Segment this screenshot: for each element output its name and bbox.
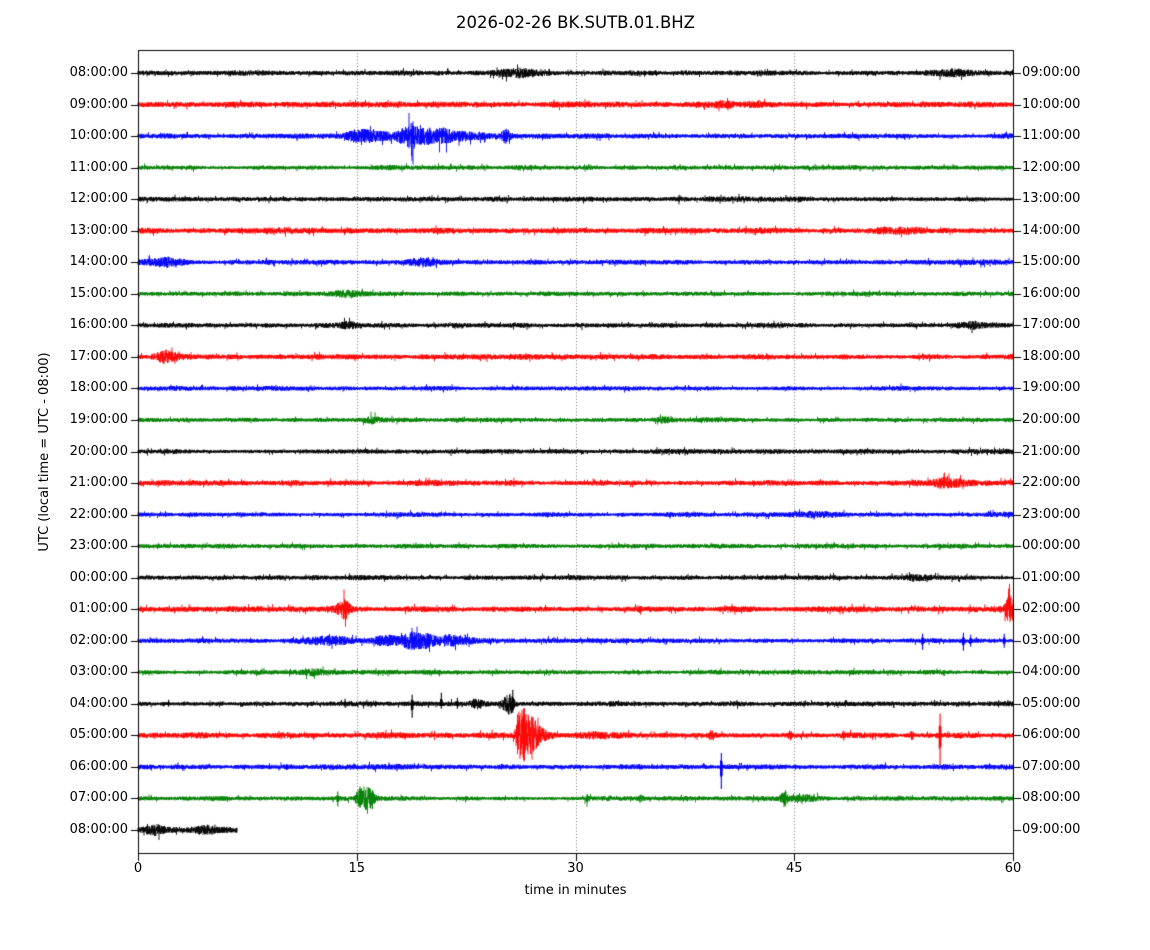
row-start-time-label: 18:00:00 — [69, 380, 128, 396]
row-end-time-label: 17:00:00 — [1022, 317, 1081, 333]
row-end-time-label: 14:00:00 — [1022, 222, 1081, 238]
row-end-time-label: 20:00:00 — [1022, 411, 1081, 427]
row-start-time-label: 07:00:00 — [69, 790, 128, 806]
x-tick-label: 0 — [133, 861, 143, 876]
row-start-time-label: 23:00:00 — [69, 538, 128, 554]
row-end-time-label: 06:00:00 — [1022, 727, 1081, 743]
row-end-time-label: 09:00:00 — [1022, 65, 1081, 80]
row-start-time-label: 13:00:00 — [69, 222, 128, 238]
x-axis-label: time in minutes — [524, 883, 627, 898]
x-tick-label: 60 — [1004, 861, 1022, 876]
row-start-time-label: 11:00:00 — [69, 159, 128, 175]
row-start-time-label: 14:00:00 — [69, 254, 128, 270]
row-start-time-label: 09:00:00 — [69, 96, 128, 112]
row-end-time-label: 03:00:00 — [1022, 632, 1081, 648]
row-start-time-label: 01:00:00 — [69, 601, 128, 617]
row-start-time-label: 15:00:00 — [69, 285, 128, 301]
row-end-time-label: 05:00:00 — [1022, 695, 1081, 711]
row-start-time-label: 22:00:00 — [69, 506, 128, 522]
row-start-time-label: 20:00:00 — [69, 443, 128, 459]
row-end-time-label: 01:00:00 — [1022, 569, 1081, 585]
row-start-time-label: 05:00:00 — [69, 727, 128, 743]
row-end-time-label: 19:00:00 — [1022, 380, 1081, 396]
row-end-time-label: 21:00:00 — [1022, 443, 1081, 459]
row-start-time-label: 10:00:00 — [69, 128, 128, 144]
row-end-time-label: 12:00:00 — [1022, 159, 1081, 175]
row-start-time-label: 17:00:00 — [69, 348, 128, 364]
row-end-time-label: 02:00:00 — [1022, 601, 1081, 617]
row-end-time-label: 18:00:00 — [1022, 348, 1081, 364]
row-start-time-label: 12:00:00 — [69, 191, 128, 207]
row-end-time-label: 13:00:00 — [1022, 191, 1081, 207]
row-start-time-label: 16:00:00 — [69, 317, 128, 333]
page-title: 2026-02-26 BK.SUTB.01.BHZ — [456, 13, 695, 32]
row-end-time-label: 16:00:00 — [1022, 285, 1081, 301]
row-start-time-label: 02:00:00 — [69, 632, 128, 648]
row-end-time-label: 04:00:00 — [1022, 664, 1081, 680]
row-end-time-label: 11:00:00 — [1022, 128, 1081, 144]
row-start-time-label: 00:00:00 — [69, 569, 128, 585]
row-end-time-label: 00:00:00 — [1022, 538, 1081, 554]
row-end-time-label: 09:00:00 — [1022, 822, 1081, 837]
row-start-time-label: 08:00:00 — [69, 65, 128, 80]
x-tick-label: 30 — [567, 861, 584, 876]
row-start-time-label: 21:00:00 — [69, 475, 128, 491]
row-end-time-label: 22:00:00 — [1022, 475, 1081, 491]
row-start-time-label: 19:00:00 — [69, 411, 128, 427]
row-end-time-label: 10:00:00 — [1022, 96, 1081, 112]
x-tick-label: 15 — [348, 861, 366, 876]
row-start-time-label: 06:00:00 — [69, 758, 128, 774]
row-end-time-label: 23:00:00 — [1022, 506, 1081, 522]
row-start-time-label: 03:00:00 — [69, 664, 128, 680]
row-end-time-label: 15:00:00 — [1022, 254, 1081, 270]
row-end-time-label: 07:00:00 — [1022, 758, 1081, 774]
row-start-time-label: 04:00:00 — [69, 695, 128, 711]
x-tick-label: 45 — [785, 861, 803, 876]
row-start-time-label: 08:00:00 — [69, 822, 128, 837]
row-end-time-label: 08:00:00 — [1022, 790, 1081, 806]
